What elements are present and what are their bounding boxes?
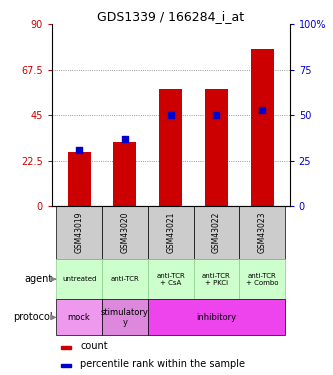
Point xyxy=(260,107,265,113)
Text: anti-TCR
+ PKCi: anti-TCR + PKCi xyxy=(202,273,231,286)
Bar xyxy=(251,49,274,206)
Text: protocol: protocol xyxy=(13,312,53,322)
Point xyxy=(122,136,128,142)
Text: GSM43021: GSM43021 xyxy=(166,212,175,253)
Text: anti-TCR: anti-TCR xyxy=(111,276,139,282)
Bar xyxy=(102,300,148,335)
Text: mock: mock xyxy=(68,313,91,322)
Bar xyxy=(56,300,102,335)
Point xyxy=(77,147,82,153)
Bar xyxy=(159,89,182,206)
Bar xyxy=(148,300,285,335)
Bar xyxy=(205,89,228,206)
Text: anti-TCR
+ Combo: anti-TCR + Combo xyxy=(246,273,278,286)
Text: untreated: untreated xyxy=(62,276,96,282)
Text: GSM43020: GSM43020 xyxy=(120,212,130,253)
Bar xyxy=(239,259,285,300)
Text: GSM43023: GSM43023 xyxy=(258,212,267,253)
Title: GDS1339 / 166284_i_at: GDS1339 / 166284_i_at xyxy=(97,10,244,23)
Bar xyxy=(193,206,239,259)
Bar xyxy=(239,206,285,259)
Bar xyxy=(114,141,136,206)
Text: GSM43019: GSM43019 xyxy=(75,212,84,253)
Bar xyxy=(56,206,102,259)
Text: stimulatory
y: stimulatory y xyxy=(101,308,149,327)
Text: agent: agent xyxy=(24,274,53,284)
Bar xyxy=(148,259,193,300)
Point xyxy=(214,112,219,118)
Bar xyxy=(102,259,148,300)
Point xyxy=(168,112,173,118)
Bar xyxy=(148,206,193,259)
Bar xyxy=(61,364,71,367)
Text: inhibitory: inhibitory xyxy=(196,313,236,322)
Bar xyxy=(68,152,91,206)
Bar xyxy=(61,346,71,349)
Text: percentile rank within the sample: percentile rank within the sample xyxy=(80,359,245,369)
Text: GSM43022: GSM43022 xyxy=(212,212,221,253)
Bar xyxy=(193,259,239,300)
Text: anti-TCR
+ CsA: anti-TCR + CsA xyxy=(156,273,185,286)
Bar xyxy=(56,259,102,300)
Text: count: count xyxy=(80,341,108,351)
Bar xyxy=(102,206,148,259)
